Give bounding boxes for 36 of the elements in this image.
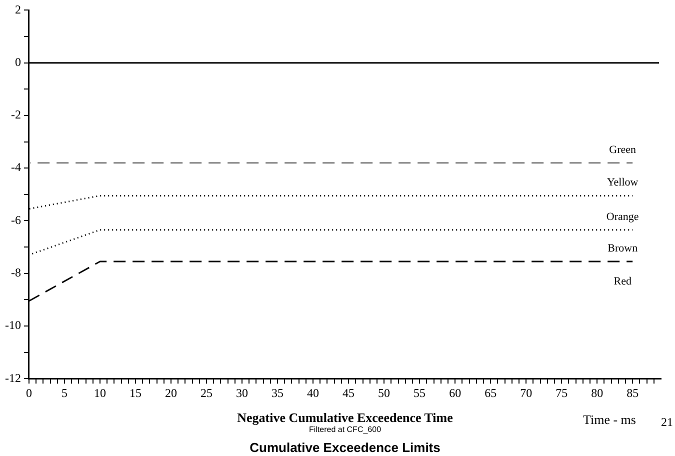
x-tick-label: 55 bbox=[414, 386, 426, 400]
text: 21 bbox=[661, 415, 673, 429]
y-tick-label: -8 bbox=[10, 266, 21, 280]
x-tick-label: 40 bbox=[307, 386, 320, 400]
series-label: Brown bbox=[608, 242, 638, 254]
x-tick-label: 10 bbox=[94, 386, 106, 400]
x-axis-title: Negative Cumulative Exceedence Time bbox=[237, 410, 454, 425]
text: Time - ms bbox=[583, 412, 636, 427]
x-tick-label: 15 bbox=[130, 386, 142, 400]
x-tick-label: 35 bbox=[272, 386, 284, 400]
series-label: Orange bbox=[606, 210, 639, 223]
x-tick-label: 60 bbox=[449, 386, 462, 400]
x-tick-label: 80 bbox=[591, 386, 604, 400]
y-tick-label: -6 bbox=[10, 212, 21, 227]
x-tick-label: 20 bbox=[165, 386, 178, 400]
x-tick-label: 85 bbox=[626, 386, 639, 400]
x-tick-label: 45 bbox=[342, 386, 355, 400]
y-tick-label: 2 bbox=[14, 2, 21, 16]
x-tick-label: 75 bbox=[556, 386, 568, 400]
y-tick-label: -12 bbox=[4, 370, 21, 385]
y-tick-label: -2 bbox=[10, 108, 21, 122]
x-tick-label: 50 bbox=[378, 386, 390, 400]
x-tick-label: 0 bbox=[26, 386, 32, 400]
x-tick-label: 25 bbox=[200, 386, 213, 400]
annotation: Red bbox=[614, 276, 632, 288]
y-tick-label: -4 bbox=[10, 160, 21, 174]
series-label: Yellow bbox=[606, 176, 638, 189]
text: Filtered at CFC_600 bbox=[308, 425, 382, 434]
x-tick-label: 30 bbox=[236, 386, 248, 400]
x-tick-label: 65 bbox=[484, 386, 497, 400]
series-label: Green bbox=[609, 144, 637, 156]
text: Cumulative Exceedence Limits bbox=[250, 440, 440, 455]
y-tick-label: -10 bbox=[4, 318, 21, 332]
x-tick-label: 70 bbox=[520, 386, 532, 400]
y-tick-label: 0 bbox=[14, 54, 21, 69]
x-tick-label: 5 bbox=[62, 386, 68, 400]
